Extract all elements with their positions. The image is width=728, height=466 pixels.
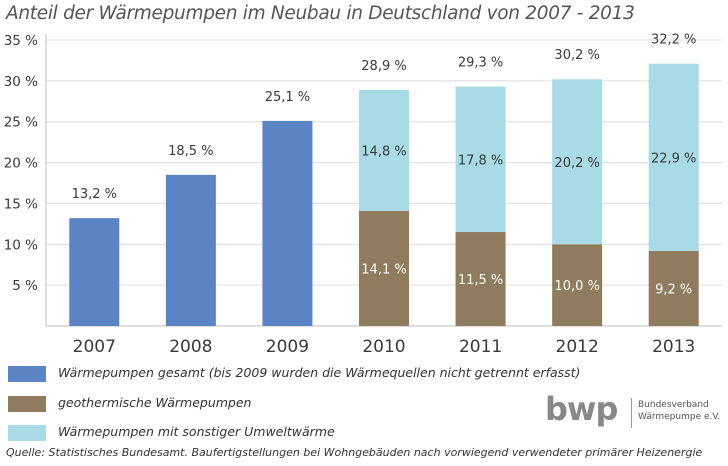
data-label: 18,5 % xyxy=(168,144,213,159)
bar-2010-series-1 xyxy=(359,210,409,326)
legend-swatch-total xyxy=(8,365,46,382)
data-label: 10,0 % xyxy=(554,279,599,294)
legend-swatch-ambient xyxy=(8,424,46,441)
data-label: 17,8 % xyxy=(458,153,503,168)
bar-2012-series-1 xyxy=(552,244,603,326)
x-tick-label: 2013 xyxy=(652,337,695,357)
x-tick-label: 2009 xyxy=(266,337,309,357)
x-tick-label: 2007 xyxy=(73,337,116,357)
bar-2010-series-2 xyxy=(359,89,409,211)
legend-item-geothermal: geothermische Wärmepumpen xyxy=(8,395,251,412)
bar-2008-series-0 xyxy=(165,174,216,326)
total-label: 28,9 % xyxy=(361,59,406,74)
data-label: 11,5 % xyxy=(458,273,503,288)
data-label: 9,2 % xyxy=(655,282,692,297)
y-tick-label: 20 % xyxy=(4,156,38,172)
data-label: 14,1 % xyxy=(361,262,406,277)
legend-label-ambient: Wärmepumpen mit sonstiger Umweltwärme xyxy=(58,424,335,439)
data-label: 14,8 % xyxy=(361,144,406,159)
source-note: Quelle: Statistisches Bundesamt. Baufert… xyxy=(6,446,703,459)
chart-title: Anteil der Wärmepumpen im Neubau in Deut… xyxy=(6,3,635,24)
legend-label-total: Wärmepumpen gesamt (bis 2009 wurden die … xyxy=(58,365,581,380)
legend-item-total: Wärmepumpen gesamt (bis 2009 wurden die … xyxy=(8,365,580,382)
legend-label-geothermal: geothermische Wärmepumpen xyxy=(58,395,252,410)
y-tick-label: 30 % xyxy=(4,74,38,90)
y-tick-label: 35 % xyxy=(4,33,38,49)
data-label: 20,2 % xyxy=(554,156,599,171)
total-label: 32,2 % xyxy=(651,33,696,48)
legend-swatch-geothermal xyxy=(8,395,46,412)
data-label: 13,2 % xyxy=(72,187,117,202)
bar-2009-series-0 xyxy=(262,120,313,326)
bar-2013-series-2 xyxy=(648,63,699,251)
y-tick-label: 15 % xyxy=(4,196,38,212)
logo-line1: Bundesverband xyxy=(638,400,709,410)
x-tick-label: 2008 xyxy=(169,337,212,357)
bar-chart: 5 % 10 % 15 % 20 % 25 % 30 % 35 % 13,2 % 2007 18,… xyxy=(4,33,722,357)
bar-2013-series-1 xyxy=(648,250,699,326)
x-tick-label: 2010 xyxy=(362,337,405,357)
data-label: 22,9 % xyxy=(651,151,696,166)
logo-line2: Wärmepumpe e.V. xyxy=(638,412,721,422)
y-tick-label: 25 % xyxy=(4,115,38,131)
x-tick-label: 2011 xyxy=(459,337,502,357)
data-label: 25,1 % xyxy=(265,90,310,105)
bar-2012-series-2 xyxy=(552,79,603,245)
bar-2011-series-1 xyxy=(455,232,506,326)
y-tick-label: 10 % xyxy=(4,237,38,253)
total-label: 30,2 % xyxy=(554,48,599,63)
legend-item-ambient: Wärmepumpen mit sonstiger Umweltwärme xyxy=(8,424,335,441)
logo-divider xyxy=(631,398,632,428)
y-tick-label: 5 % xyxy=(12,278,38,294)
logo-mark: bwp xyxy=(545,390,618,428)
total-label: 29,3 % xyxy=(458,56,503,71)
bar-2011-series-2 xyxy=(455,86,506,233)
bar-2007-series-0 xyxy=(69,218,120,326)
logo-text: Bundesverband Wärmepumpe e.V. xyxy=(638,399,720,423)
x-tick-label: 2012 xyxy=(556,337,599,357)
